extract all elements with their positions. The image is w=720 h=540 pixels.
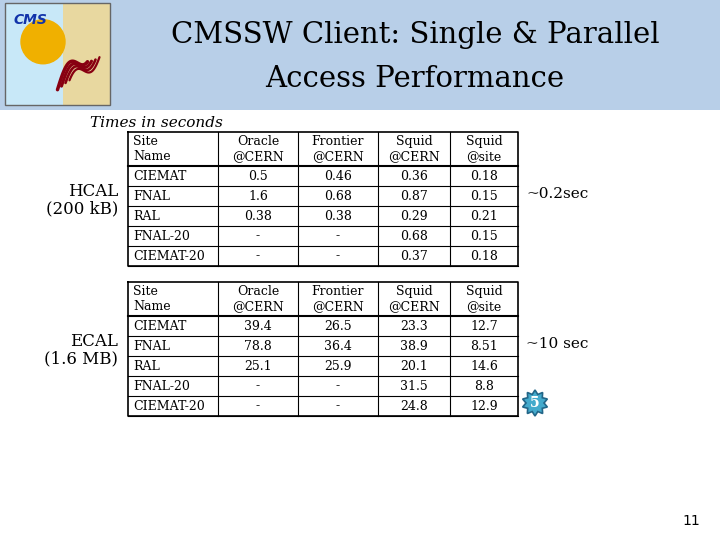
FancyBboxPatch shape	[128, 132, 518, 266]
Text: CMSSW Client: Single & Parallel: CMSSW Client: Single & Parallel	[171, 21, 660, 49]
Text: FNAL-20: FNAL-20	[133, 230, 190, 242]
Text: Oracle: Oracle	[237, 285, 279, 298]
Text: 2: 2	[360, 396, 370, 410]
Text: 25.1: 25.1	[244, 360, 272, 373]
Text: 23.3: 23.3	[400, 320, 428, 333]
Text: 12.9: 12.9	[470, 400, 498, 413]
Text: @site: @site	[467, 300, 502, 313]
Text: @CERN: @CERN	[388, 300, 440, 313]
Text: FNAL: FNAL	[133, 340, 170, 353]
Text: 0.38: 0.38	[244, 210, 272, 222]
Text: 36.4: 36.4	[324, 340, 352, 353]
Text: @CERN: @CERN	[388, 150, 440, 163]
Text: RAL: RAL	[133, 360, 160, 373]
Polygon shape	[523, 390, 547, 416]
Text: 0.68: 0.68	[324, 190, 352, 202]
Text: 5: 5	[530, 396, 540, 410]
Text: Name: Name	[133, 150, 171, 163]
Text: 11: 11	[683, 514, 700, 528]
Text: ~10 sec: ~10 sec	[526, 337, 588, 351]
Text: 1.6: 1.6	[248, 190, 268, 202]
Text: Name: Name	[133, 300, 171, 313]
Polygon shape	[353, 390, 377, 416]
Polygon shape	[438, 390, 462, 416]
Text: 0.5: 0.5	[248, 170, 268, 183]
Text: (200 kB): (200 kB)	[45, 200, 118, 218]
Text: -: -	[336, 230, 340, 242]
Text: 8.8: 8.8	[474, 380, 494, 393]
Text: -: -	[256, 400, 260, 413]
Text: Squid: Squid	[466, 135, 503, 148]
Text: Oracle: Oracle	[237, 135, 279, 148]
Text: 31.5: 31.5	[400, 380, 428, 393]
Text: 3: 3	[445, 396, 455, 410]
Text: @CERN: @CERN	[232, 300, 284, 313]
Text: 8.51: 8.51	[470, 340, 498, 353]
Text: -: -	[336, 400, 340, 413]
Text: 26.5: 26.5	[324, 320, 352, 333]
Text: ~0.2sec: ~0.2sec	[526, 187, 588, 201]
Text: 14.6: 14.6	[470, 360, 498, 373]
Text: @site: @site	[467, 150, 502, 163]
Text: RAL: RAL	[133, 210, 160, 222]
Text: Site: Site	[133, 135, 158, 148]
Text: 25.9: 25.9	[324, 360, 352, 373]
Text: Squid: Squid	[395, 135, 433, 148]
Text: Squid: Squid	[395, 285, 433, 298]
Text: 0.38: 0.38	[324, 210, 352, 222]
FancyBboxPatch shape	[0, 0, 720, 110]
FancyBboxPatch shape	[5, 3, 110, 105]
Text: Access Performance: Access Performance	[266, 65, 564, 93]
Text: 12.7: 12.7	[470, 320, 498, 333]
Text: @CERN: @CERN	[312, 150, 364, 163]
Text: 20.1: 20.1	[400, 360, 428, 373]
Text: CIEMAT-20: CIEMAT-20	[133, 400, 204, 413]
Text: 38.9: 38.9	[400, 340, 428, 353]
Text: HCAL: HCAL	[68, 184, 118, 200]
Text: -: -	[256, 380, 260, 393]
Text: 39.4: 39.4	[244, 320, 272, 333]
Text: 0.36: 0.36	[400, 170, 428, 183]
Text: 0.46: 0.46	[324, 170, 352, 183]
Text: Frontier: Frontier	[312, 135, 364, 148]
Text: 0.15: 0.15	[470, 230, 498, 242]
Text: 0.29: 0.29	[400, 210, 428, 222]
Text: 0.18: 0.18	[470, 170, 498, 183]
Text: (1.6 MB): (1.6 MB)	[44, 350, 118, 368]
FancyBboxPatch shape	[128, 282, 518, 416]
Text: FNAL: FNAL	[133, 190, 170, 202]
Text: @CERN: @CERN	[312, 300, 364, 313]
Text: Times in seconds: Times in seconds	[90, 116, 223, 130]
Text: CIEMAT: CIEMAT	[133, 320, 186, 333]
Text: 0.18: 0.18	[470, 249, 498, 262]
Text: -: -	[256, 249, 260, 262]
Text: 1: 1	[243, 396, 253, 410]
Circle shape	[21, 20, 65, 64]
Text: 0.68: 0.68	[400, 230, 428, 242]
Text: CIEMAT-20: CIEMAT-20	[133, 249, 204, 262]
Text: FNAL-20: FNAL-20	[133, 380, 190, 393]
Text: CMS: CMS	[13, 13, 47, 27]
Text: 0.37: 0.37	[400, 249, 428, 262]
Text: 24.8: 24.8	[400, 400, 428, 413]
Text: -: -	[336, 380, 340, 393]
Text: ECAL: ECAL	[70, 334, 118, 350]
FancyBboxPatch shape	[63, 3, 110, 105]
Text: -: -	[256, 230, 260, 242]
Text: Squid: Squid	[466, 285, 503, 298]
Text: -: -	[336, 249, 340, 262]
Text: Site: Site	[133, 285, 158, 298]
Text: 0.21: 0.21	[470, 210, 498, 222]
Text: 0.87: 0.87	[400, 190, 428, 202]
Text: 78.8: 78.8	[244, 340, 272, 353]
Text: 0.15: 0.15	[470, 190, 498, 202]
Text: CIEMAT: CIEMAT	[133, 170, 186, 183]
Text: @CERN: @CERN	[232, 150, 284, 163]
Text: Frontier: Frontier	[312, 285, 364, 298]
Polygon shape	[235, 390, 261, 416]
